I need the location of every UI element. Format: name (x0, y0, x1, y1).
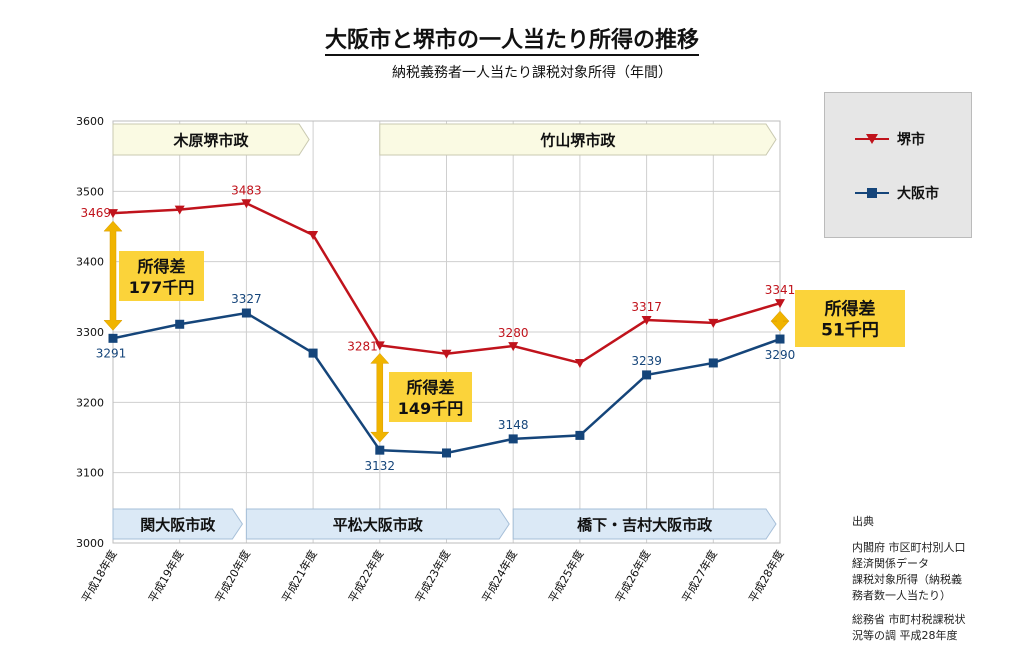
x-tick-label: 平成24年度 (479, 548, 520, 605)
data-label-sakai: 3280 (498, 326, 529, 340)
data-point-sakai (641, 316, 652, 326)
data-label-sakai: 3281 (347, 339, 378, 353)
x-tick-label: 平成20年度 (212, 548, 253, 605)
data-label-sakai: 3341 (765, 283, 796, 297)
legend-item-osaka: 大阪市 (855, 183, 939, 203)
gap-callout-box (389, 372, 472, 422)
band-sakai-mayor-label: 木原堺市政 (173, 132, 250, 150)
data-point-sakai (241, 199, 252, 209)
data-point-osaka (241, 308, 251, 318)
x-tick-label: 平成28年度 (745, 548, 786, 605)
data-point-sakai (508, 342, 519, 352)
x-tick-label: 平成27年度 (679, 548, 720, 605)
data-point-osaka (642, 370, 652, 380)
data-point-sakai (708, 318, 719, 328)
source-line: 況等の調 平成28年度 (852, 629, 958, 642)
gap-callout-title: 所得差 (406, 378, 454, 397)
data-point-osaka (108, 333, 118, 343)
source-line: 内閣府 市区町村別人口 (852, 541, 966, 554)
gap-callout-title: 所得差 (825, 299, 876, 320)
data-point-sakai (775, 299, 785, 309)
y-tick-label: 3100 (76, 467, 104, 480)
band-osaka-mayor-label: 関大阪市政 (140, 516, 216, 534)
x-tick-label: 平成18年度 (78, 548, 119, 605)
gap-arrow (770, 310, 790, 332)
y-tick-label: 3600 (76, 115, 104, 128)
data-point-osaka (708, 358, 718, 368)
gap-callout-value: 177千円 (129, 278, 194, 297)
band-osaka-mayor-shape (512, 508, 777, 540)
data-point-osaka (175, 319, 185, 329)
band-sakai-mayor-label: 竹山堺市政 (539, 132, 616, 150)
data-label-sakai: 3469 (80, 206, 111, 220)
data-point-sakai (174, 205, 185, 215)
chart-title: 大阪市と堺市の一人当たり所得の推移 (0, 22, 1024, 56)
band-osaka-mayor-shape (112, 508, 244, 540)
x-tick-label: 平成25年度 (545, 548, 586, 605)
data-point-osaka (775, 334, 785, 344)
gap-callout-value: 51千円 (821, 321, 879, 341)
data-label-osaka: 3239 (631, 354, 662, 368)
source-note: 出典 内閣府 市区町村別人口 経済関係データ 課税対象所得（納税義 務者数一人当… (852, 514, 1012, 652)
data-point-osaka (442, 448, 451, 458)
data-point-osaka (375, 445, 385, 455)
data-point-sakai (441, 349, 452, 359)
legend-item-sakai: 堺市 (855, 129, 925, 149)
gap-callout-box (119, 251, 204, 301)
band-osaka-mayor-label: 橋下・吉村大阪市政 (577, 516, 713, 534)
gap-arrow (370, 352, 390, 443)
x-tick-label: 平成22年度 (345, 548, 386, 605)
legend: 堺市 大阪市 (824, 92, 972, 238)
legend-swatch-osaka (855, 186, 889, 200)
legend-swatch-sakai (855, 132, 889, 146)
data-label-osaka: 3327 (231, 292, 262, 306)
gap-arrow (103, 220, 123, 331)
source-line: 課税対象所得（納税義 (852, 573, 962, 586)
legend-label-sakai: 堺市 (897, 132, 925, 148)
data-label-osaka: 3132 (365, 459, 396, 473)
data-point-sakai (374, 341, 385, 351)
plot-frame (112, 120, 781, 544)
source-line: 総務省 市町村税課税状 (852, 613, 966, 626)
data-label-osaka: 3291 (96, 346, 127, 360)
band-osaka-mayor-shape (245, 508, 510, 540)
band-osaka-mayor-label: 平松大阪市政 (333, 516, 424, 534)
source-block-mic: 総務省 市町村税課税状 況等の調 平成28年度 (852, 612, 1012, 644)
data-label-sakai: 3483 (231, 183, 262, 197)
y-tick-label: 3000 (76, 537, 104, 550)
x-tick-label: 平成23年度 (412, 548, 453, 605)
source-line: 務者数一人当たり） (852, 589, 951, 602)
source-block-cabinet: 内閣府 市区町村別人口 経済関係データ 課税対象所得（納税義 務者数一人当たり） (852, 540, 1012, 604)
data-point-sakai (574, 358, 585, 368)
x-tick-label: 平成26年度 (612, 548, 653, 605)
source-heading: 出典 (852, 515, 874, 528)
y-tick-label: 3300 (76, 326, 104, 339)
data-point-osaka (575, 430, 585, 440)
source-line: 経済関係データ (852, 557, 929, 570)
x-tick-label: 平成19年度 (145, 548, 186, 605)
band-sakai-mayor-shape (112, 123, 310, 156)
data-point-osaka (308, 348, 318, 358)
y-tick-label: 3200 (76, 396, 104, 409)
gap-callout-title: 所得差 (137, 257, 185, 276)
y-tick-label: 3500 (76, 185, 104, 198)
y-tick-label: 3400 (76, 256, 104, 269)
chart-subtitle: 納税義務者一人当たり課税対象所得（年間） (392, 65, 672, 81)
data-point-sakai (308, 230, 319, 240)
gap-callout-value: 149千円 (398, 399, 463, 418)
x-tick-label: 平成21年度 (279, 548, 320, 605)
legend-label-osaka: 大阪市 (897, 186, 939, 202)
gap-callout-box (795, 290, 905, 347)
data-point-osaka (508, 434, 518, 444)
data-label-sakai: 3317 (631, 300, 662, 314)
band-sakai-mayor-shape (379, 123, 777, 156)
data-point-sakai (108, 209, 118, 219)
data-label-osaka: 3290 (765, 348, 796, 362)
data-label-osaka: 3148 (498, 418, 529, 432)
